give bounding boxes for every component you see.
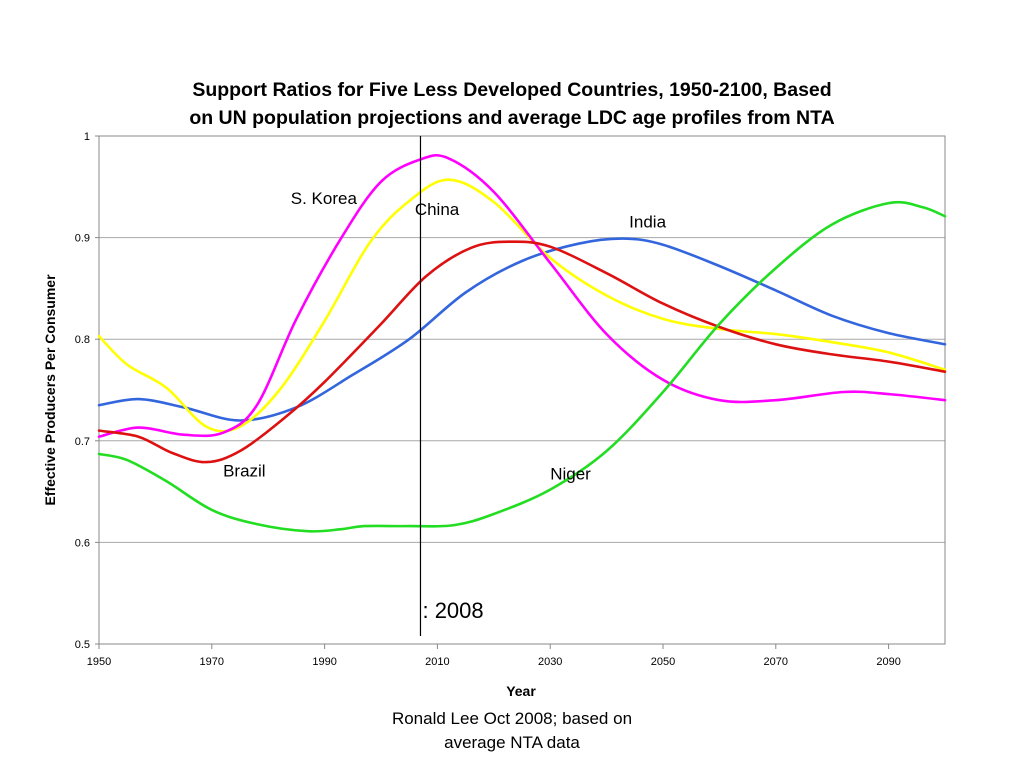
series-line-brazil [97, 240, 947, 464]
series-line-china [97, 178, 947, 433]
x-tick-label: 2090 [876, 656, 900, 668]
x-tick-label: 2070 [764, 656, 788, 668]
x-tick-label: 1970 [200, 656, 224, 668]
series-label: S. Korea [291, 189, 358, 208]
credit-note: Ronald Lee Oct 2008; based on average NT… [352, 707, 672, 755]
plot-area [98, 135, 946, 645]
series-label: India [629, 212, 666, 231]
series-line-s-korea [97, 153, 947, 438]
x-tick-label: 1990 [312, 656, 336, 668]
chart-title-line-1: Support Ratios for Five Less Developed C… [192, 79, 832, 101]
x-tick-label: 2030 [538, 656, 562, 668]
chart-title: Support Ratios for Five Less Developed C… [100, 76, 924, 132]
series-label: Brazil [223, 461, 266, 480]
y-tick-label: 0.9 [75, 233, 90, 245]
x-tick-label: 2010 [425, 656, 449, 668]
y-tick-label: 0.5 [75, 639, 90, 651]
series-line-india [97, 237, 947, 422]
credit-line-1: Ronald Lee Oct 2008; based on [391, 709, 633, 728]
y-tick-label: 0.8 [75, 334, 90, 346]
y-tick-label: 0.7 [75, 436, 90, 448]
y-tick-label: 1 [84, 131, 90, 143]
x-axis-label: Year [506, 683, 536, 699]
series-line-niger [97, 200, 947, 533]
series-label: Niger [550, 464, 591, 483]
x-tick-label: 2050 [651, 656, 675, 668]
credit-line-2: average NTA data [444, 733, 580, 752]
chart-title-line-2: on UN population projections and average… [189, 107, 835, 129]
y-tick-label: 0.6 [75, 537, 90, 549]
series-label: China [415, 200, 460, 219]
x-tick-label: 1950 [87, 656, 111, 668]
year-marker-label: : 2008 [422, 598, 483, 623]
